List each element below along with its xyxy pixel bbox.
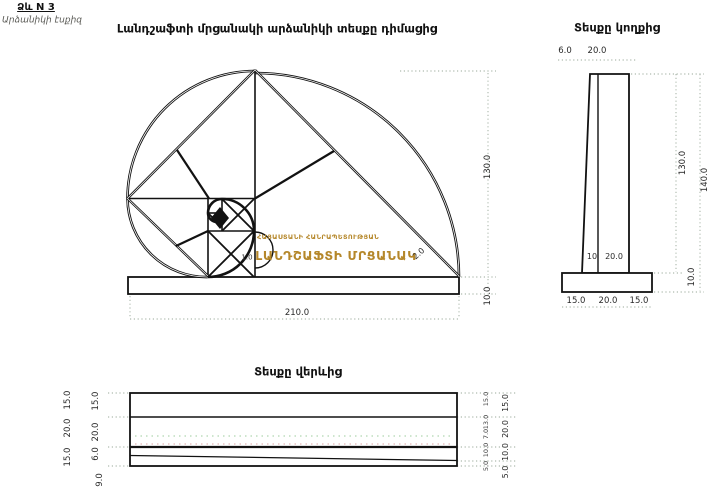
- top-dim-left-bottom: 9.0: [94, 473, 105, 487]
- engraving-line-2: ԼԱՆԴՇԱՖՏԻ ՄՐՑԱՆԱԿ: [255, 247, 417, 263]
- side-dim-mid-1: 20.0: [605, 252, 623, 261]
- side-dim-bottom-1: 20.0: [598, 295, 618, 306]
- top-dim-left-outer-0: 15.0: [62, 390, 73, 410]
- golden-spiral-arcs-inner: [127, 70, 460, 278]
- side-view-title: Տեսքը կողքից: [574, 20, 660, 35]
- front-dim-thickness: 1.0: [241, 253, 253, 262]
- top-view-title: Տեսքը վերևից: [254, 364, 342, 379]
- side-dim-right-1: 140.0: [699, 167, 710, 193]
- front-dim-base-height: 10.0: [482, 286, 493, 306]
- engraving-line-1: ՀԱՅԱՍՏԱՆԻ ՀԱՆՐԱՊԵՏՈՒԹՅԱՆ: [256, 232, 380, 241]
- top-dim-right-outer-0: 15.0: [501, 394, 510, 412]
- top-dim-right-outer-2: 10.0: [501, 443, 510, 461]
- top-dim-right-inner-1: 13.0: [481, 414, 490, 430]
- square-diagonals-inner: [127, 69, 460, 277]
- top-dim-right-outer-1: 20.0: [501, 420, 510, 438]
- side-column-outline: [581, 73, 630, 274]
- front-base-plinth: [127, 276, 460, 295]
- front-view-drawing: [126, 69, 496, 320]
- spiral-eye: [211, 207, 229, 229]
- top-dim-left-outer-1: 20.0: [62, 418, 73, 438]
- altitude-lines: [175, 149, 335, 247]
- top-dim-left-inner-1: 20.0: [90, 422, 101, 442]
- top-dim-right-inner-0: 15.0: [481, 391, 490, 407]
- front-view-title: Լանդշաֆտի մրցանակի արձանիկի տեսքը դիմացի…: [116, 21, 438, 36]
- side-dim-top-1: 20.0: [587, 45, 607, 56]
- front-dim-leaders: [129, 70, 496, 320]
- small-semicircle: [254, 231, 274, 269]
- side-dim-right-2: 10.0: [686, 267, 697, 287]
- front-dim-width: 210.0: [284, 307, 310, 318]
- top-dim-right-outer-3: 5.0: [501, 465, 510, 479]
- side-dim-top-0: 6.0: [558, 45, 572, 56]
- form-number: Ձև N 3: [17, 2, 55, 13]
- side-dim-right-0: 130.0: [677, 150, 688, 176]
- side-dim-leaders: [558, 59, 704, 308]
- side-dim-bottom-2: 15.0: [629, 295, 649, 306]
- top-view-outline: [129, 392, 458, 467]
- front-dim-height: 130.0: [482, 154, 493, 180]
- top-dim-right-inner-2: 7.0: [481, 428, 490, 440]
- sheet-subtitle: Արձանիկի էսքիզ: [2, 15, 82, 26]
- top-dim-left-inner-0: 15.0: [90, 391, 101, 411]
- top-view-drawing: [108, 392, 516, 467]
- top-view-divider-3: [129, 454, 458, 462]
- side-base-plinth: [561, 272, 653, 293]
- top-dim-left-outer-2: 15.0: [62, 447, 73, 467]
- side-view-drawing: [558, 59, 704, 308]
- top-dim-right-inner-4: 5.0: [481, 460, 490, 472]
- side-dim-bottom-0: 15.0: [566, 295, 586, 306]
- side-dim-mid-0: 10: [586, 252, 598, 261]
- top-dim-left-inner-2: 6.0: [90, 447, 101, 461]
- top-dim-right-inner-3: 10.0: [481, 442, 490, 458]
